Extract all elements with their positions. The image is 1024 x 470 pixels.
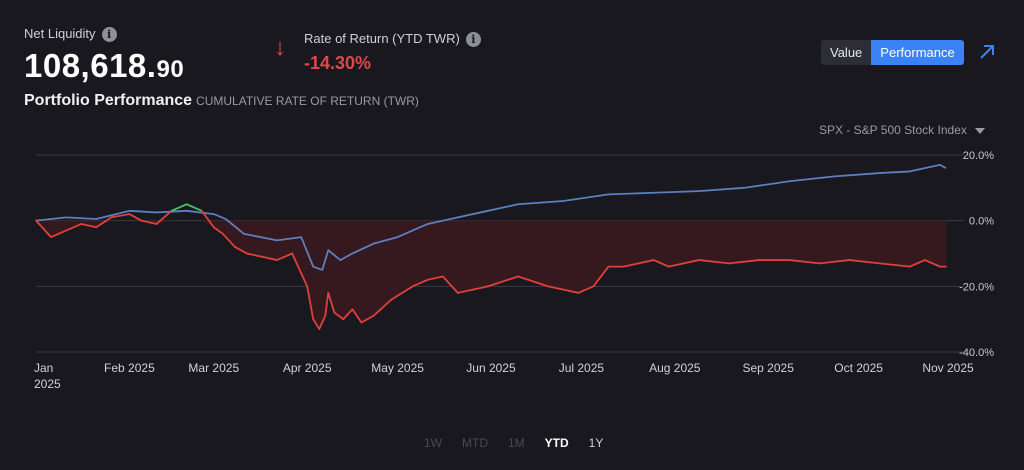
portfolio-line-segment xyxy=(441,275,459,294)
page-title: Portfolio Performance CUMULATIVE RATE OF … xyxy=(24,92,419,110)
portfolio-line-segment xyxy=(291,252,309,288)
portfolio-line-segment xyxy=(487,275,520,288)
x-tick-label: Sep 2025 xyxy=(743,361,795,375)
y-tick-label: 20.0% xyxy=(963,150,994,162)
x-tick-label: 2025 xyxy=(34,377,61,391)
x-tick-label: Jul 2025 xyxy=(559,361,605,375)
portfolio-line-segment xyxy=(140,219,158,225)
portfolio-line-segment xyxy=(848,259,881,265)
info-icon[interactable]: i xyxy=(465,32,481,48)
portfolio-line-segment xyxy=(923,259,941,268)
portfolio-line-segment xyxy=(212,226,224,235)
portfolio-line-segment xyxy=(233,246,248,255)
portfolio-line-segment xyxy=(246,252,263,258)
portfolio-line-segment xyxy=(80,223,98,229)
portfolio-line-segment xyxy=(878,262,911,268)
range-mtd[interactable]: MTD xyxy=(462,436,488,450)
x-tick-label: Apr 2025 xyxy=(283,361,332,375)
ror-value: -14.30% xyxy=(304,53,372,73)
portfolio-line-segment xyxy=(200,209,215,229)
y-tick-label: -20.0% xyxy=(959,281,994,293)
x-tick-label: Mar 2025 xyxy=(188,361,239,375)
portfolio-line-segment xyxy=(306,285,315,321)
portfolio-line-segment xyxy=(261,255,278,261)
net-liquidity-label: Net Liquidity i xyxy=(24,26,117,43)
portfolio-line-segment xyxy=(351,308,363,324)
portfolio-line-segment xyxy=(456,288,474,294)
portfolio-line-segment xyxy=(324,291,330,317)
portfolio-line-segment xyxy=(360,314,375,324)
portfolio-title: Portfolio Performance xyxy=(24,92,193,109)
performance-button[interactable]: Performance xyxy=(871,40,964,65)
portfolio-line-segment xyxy=(652,259,670,268)
benchmark-label: SPX - S&P 500 Stock Index xyxy=(819,123,967,137)
portfolio-line-segment xyxy=(170,203,188,212)
portfolio-line-segment xyxy=(372,298,393,317)
portfolio-line-segment xyxy=(327,291,336,314)
portfolio-line-segment xyxy=(221,232,236,248)
portfolio-line-segment xyxy=(728,259,761,265)
x-tick-label: Aug 2025 xyxy=(649,361,701,375)
range-ytd[interactable]: YTD xyxy=(544,436,569,450)
portfolio-line-segment xyxy=(547,285,580,294)
range-1y[interactable]: 1Y xyxy=(588,436,604,450)
portfolio-line-segment xyxy=(472,285,489,291)
x-tick-label: Oct 2025 xyxy=(834,361,883,375)
portfolio-line-segment xyxy=(411,278,429,288)
portfolio-line-segment xyxy=(788,259,821,265)
range-1w[interactable]: 1W xyxy=(424,436,442,450)
x-tick-label: Jan xyxy=(34,361,53,375)
range-1m[interactable]: 1M xyxy=(508,436,525,450)
portfolio-line-segment xyxy=(667,259,700,268)
portfolio-line-segment xyxy=(622,262,640,268)
x-tick-label: Feb 2025 xyxy=(104,361,155,375)
portfolio-line-segment xyxy=(50,229,68,238)
portfolio-line-segment xyxy=(312,318,321,330)
portfolio-line-segment xyxy=(65,223,83,232)
portfolio-line-segment xyxy=(818,259,851,265)
portfolio-line-segment xyxy=(95,216,113,229)
x-tick-label: May 2025 xyxy=(371,361,424,375)
portfolio-line-segment xyxy=(908,259,926,268)
portfolio-line-segment xyxy=(517,275,550,288)
ror-label-text: Rate of Return (YTD TWR) xyxy=(304,31,460,46)
arrow-down-icon: ↓ xyxy=(274,34,286,61)
portfolio-subtitle: CUMULATIVE RATE OF RETURN (TWR) xyxy=(196,94,419,108)
portfolio-line-segment xyxy=(577,285,595,294)
portfolio-line-segment xyxy=(155,209,173,225)
portfolio-line-segment xyxy=(185,203,203,212)
net-liquidity-main: 108,618. xyxy=(24,47,157,84)
y-tick-label: 0.0% xyxy=(969,216,994,228)
portfolio-line-segment xyxy=(637,259,655,265)
portfolio-line-segment xyxy=(697,259,730,265)
view-toggle: Value Performance xyxy=(821,40,964,65)
portfolio-line-segment xyxy=(35,219,52,238)
caret-down-icon xyxy=(974,127,985,134)
benchmark-selector[interactable]: SPX - S&P 500 Stock Index xyxy=(819,123,985,137)
portfolio-line-segment xyxy=(110,213,131,219)
portfolio-line-segment xyxy=(390,285,414,301)
benchmark-line xyxy=(35,163,947,271)
portfolio-line-segment xyxy=(342,308,354,321)
x-tick-label: Nov 2025 xyxy=(922,361,974,375)
portfolio-line-segment xyxy=(426,275,444,281)
portfolio-line-segment xyxy=(333,311,345,321)
value-button[interactable]: Value xyxy=(821,40,872,65)
portfolio-line-segment xyxy=(592,265,610,288)
net-liquidity-cents: 90 xyxy=(156,56,185,83)
expand-arrow-icon[interactable] xyxy=(978,43,996,61)
underperformance-area xyxy=(36,220,946,330)
portfolio-line-segment xyxy=(276,252,294,261)
performance-chart: 20.0% 0.0% -20.0% -40.0% Jan 2025 Feb 2025 Mar … xyxy=(34,150,994,391)
range-selector: 1W MTD 1M YTD 1Y xyxy=(424,436,623,450)
y-tick-label: -40.0% xyxy=(959,347,994,359)
portfolio-line-segment xyxy=(128,213,143,222)
ror-label: Rate of Return (YTD TWR) i xyxy=(304,31,481,48)
x-tick-label: Jun 2025 xyxy=(466,361,516,375)
net-liquidity-value: 108,618.90 xyxy=(24,47,184,85)
net-liquidity-label-text: Net Liquidity xyxy=(24,26,96,41)
info-icon[interactable]: i xyxy=(101,27,117,43)
portfolio-line-segment xyxy=(318,314,327,330)
